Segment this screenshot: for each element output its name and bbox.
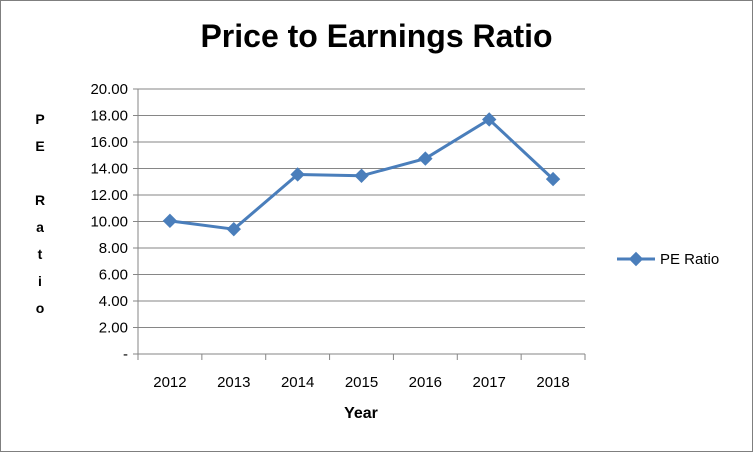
data-point bbox=[418, 151, 433, 166]
x-tick-label: 2016 bbox=[409, 374, 442, 391]
x-tick-label: 2012 bbox=[153, 374, 186, 391]
x-axis-label: Year bbox=[344, 405, 378, 422]
data-point bbox=[354, 168, 369, 183]
chart-title: Price to Earnings Ratio bbox=[200, 18, 553, 54]
y-tick-label: 6.00 bbox=[99, 267, 128, 284]
legend-marker bbox=[628, 251, 644, 267]
x-tick-label: 2018 bbox=[536, 374, 569, 391]
axes bbox=[133, 88, 586, 360]
y-tick-label: 2.00 bbox=[99, 320, 128, 337]
tick-labels: - 2.00 4.00 6.00 8.00 10.00 12.00 14.00 16.00 18.… bbox=[90, 81, 569, 391]
data-point bbox=[482, 112, 497, 127]
series-lines bbox=[162, 112, 561, 237]
data-point bbox=[545, 171, 561, 187]
y-tick-label: 16.00 bbox=[90, 134, 128, 151]
y-tick-label: 20.00 bbox=[90, 81, 128, 98]
y-tick-label: - bbox=[123, 346, 128, 363]
data-point bbox=[226, 221, 241, 237]
y-axis-label: P E R a t i o bbox=[34, 111, 46, 316]
legend: PE Ratio bbox=[617, 251, 719, 268]
x-tick-label: 2017 bbox=[473, 374, 506, 391]
y-tick-label: 8.00 bbox=[99, 240, 128, 257]
x-tick-label: 2014 bbox=[281, 374, 314, 391]
y-tick-label: 18.00 bbox=[90, 108, 128, 125]
x-tick-label: 2015 bbox=[345, 374, 378, 391]
y-tick-label: 4.00 bbox=[99, 293, 128, 310]
gridlines bbox=[138, 88, 585, 328]
data-point bbox=[290, 167, 305, 182]
y-tick-label: 10.00 bbox=[90, 214, 128, 231]
legend-label: PE Ratio bbox=[660, 251, 719, 268]
x-tick-label: 2013 bbox=[217, 374, 250, 391]
data-point bbox=[162, 213, 178, 229]
y-tick-label: 12.00 bbox=[90, 187, 128, 204]
y-tick-label: 14.00 bbox=[90, 161, 128, 178]
